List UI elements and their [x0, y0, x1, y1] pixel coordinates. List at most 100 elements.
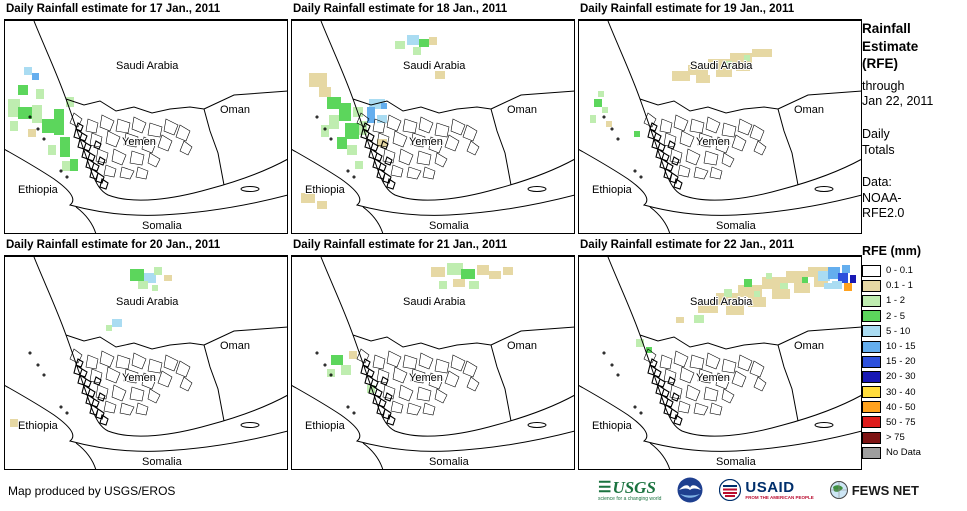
rain-patch — [694, 314, 704, 323]
label-yemen: Yemen — [409, 372, 443, 384]
label-yemen: Yemen — [696, 136, 730, 148]
legend-label: No Data — [886, 447, 921, 459]
rain-patch — [828, 266, 840, 279]
label-somalia: Somalia — [142, 220, 183, 232]
map-panels-grid: Daily Rainfall estimate for 17 Jan., 201… — [4, 2, 862, 470]
country-labels: Saudi Arabia Oman Yemen Ethiopia Somalia — [304, 295, 538, 469]
rainfall-map: Saudi Arabia Oman Yemen Ethiopia Somalia — [4, 256, 288, 470]
panel-title: Daily Rainfall estimate for 19 Jan., 201… — [578, 2, 862, 21]
rainfall-map: Saudi Arabia Oman Yemen Ethiopia Somalia — [578, 20, 862, 234]
rainfall-map: Saudi Arabia Oman Yemen Ethiopia Somalia — [4, 20, 288, 234]
legend-label: 50 - 75 — [886, 416, 916, 428]
label-ethiopia: Ethiopia — [18, 184, 59, 196]
rain-patch — [824, 282, 832, 289]
rain-patch — [419, 38, 429, 47]
rain-patch — [453, 278, 465, 287]
rain-patch — [503, 266, 513, 275]
rain-patch — [18, 106, 32, 119]
rain-patch — [54, 108, 64, 135]
panel-title: Daily Rainfall estimate for 22 Jan., 201… — [578, 238, 862, 257]
rain-patch — [106, 324, 112, 331]
label-ethiopia: Ethiopia — [305, 184, 346, 196]
rain-patch — [407, 34, 419, 45]
rain-patch — [337, 136, 347, 149]
rain-patch — [18, 84, 28, 95]
label-oman: Oman — [507, 104, 537, 116]
legend-label: 15 - 20 — [886, 356, 916, 368]
map-panel: Daily Rainfall estimate for 19 Jan., 201… — [578, 2, 862, 234]
label-ethiopia: Ethiopia — [18, 420, 59, 432]
rain-patches — [8, 66, 78, 171]
rain-patch — [32, 72, 39, 80]
label-saudi-arabia: Saudi Arabia — [116, 296, 179, 308]
rain-patch — [814, 276, 828, 287]
country-labels: Saudi Arabia Oman Yemen Ethiopia Somalia — [591, 59, 825, 233]
rain-patch — [381, 102, 387, 109]
rain-patch — [70, 158, 78, 171]
sidebar-title: Rainfall Estimate (RFE) — [862, 21, 919, 72]
rain-patch — [716, 292, 738, 305]
legend-label: 20 - 30 — [886, 371, 916, 383]
legend-item: 0.1 - 1 — [862, 278, 964, 293]
legend-item: 30 - 40 — [862, 385, 964, 400]
label-saudi-arabia: Saudi Arabia — [690, 60, 753, 72]
label-yemen: Yemen — [409, 136, 443, 148]
rain-patch — [489, 270, 501, 279]
rain-patch — [676, 316, 684, 323]
rain-patch — [844, 282, 852, 291]
rain-patches — [10, 266, 172, 427]
usaid-emblem-icon — [719, 479, 742, 501]
label-yemen: Yemen — [696, 372, 730, 384]
legend-swatch — [862, 431, 881, 444]
map-panel: Daily Rainfall estimate for 20 Jan., 201… — [4, 238, 288, 470]
rain-patch — [435, 70, 445, 79]
usaid-logo: USAID FROM THE AMERICAN PEOPLE — [719, 479, 814, 501]
legend-item: No Data — [862, 445, 964, 460]
sidebar-data-source: Data: NOAA- RFE2.0 — [862, 175, 905, 221]
legend-item: 15 - 20 — [862, 354, 964, 369]
sidebar: Rainfall Estimate (RFE) through Jan 22, … — [862, 20, 964, 460]
legend-item: 5 - 10 — [862, 324, 964, 339]
footer-logos: ☰ USGS science for a changing world USAI… — [598, 477, 919, 503]
rainfall-map: Saudi Arabia Oman Yemen Ethiopia Somalia — [291, 256, 575, 470]
legend-swatch — [862, 279, 881, 292]
rain-patch — [28, 128, 36, 137]
rain-patch — [62, 160, 70, 171]
legend-swatch — [862, 310, 881, 323]
rain-patch — [780, 282, 788, 289]
rain-patch — [152, 284, 158, 291]
label-oman: Oman — [794, 104, 824, 116]
map-boundaries — [291, 20, 575, 234]
legend-label: 5 - 10 — [886, 325, 911, 337]
rain-patch — [598, 90, 604, 97]
rain-patch — [42, 118, 54, 133]
legend-label: 2 - 5 — [886, 310, 906, 322]
legend-swatch — [862, 401, 881, 414]
rain-patch — [736, 62, 750, 71]
label-saudi-arabia: Saudi Arabia — [403, 296, 466, 308]
rain-patch — [319, 86, 331, 97]
rain-patch — [794, 282, 810, 293]
rain-patch — [461, 268, 475, 279]
rain-patch — [144, 272, 156, 283]
panel-title: Daily Rainfall estimate for 21 Jan., 201… — [291, 238, 575, 257]
rain-patch — [842, 264, 850, 273]
rain-patch — [367, 106, 375, 123]
rain-patch — [744, 278, 752, 287]
label-somalia: Somalia — [716, 456, 757, 468]
label-yemen: Yemen — [122, 136, 156, 148]
map-credit: Map produced by USGS/EROS — [8, 484, 176, 498]
label-oman: Oman — [507, 340, 537, 352]
panel-title: Daily Rainfall estimate for 20 Jan., 201… — [4, 238, 288, 257]
rain-patch — [447, 262, 463, 275]
country-labels: Saudi Arabia Oman Yemen Ethiopia Somalia — [17, 59, 251, 233]
rain-patch — [672, 70, 690, 81]
rain-patch — [112, 318, 122, 327]
legend-item: 40 - 50 — [862, 400, 964, 415]
rain-patch — [696, 74, 710, 83]
rain-patch — [24, 66, 32, 75]
label-somalia: Somalia — [716, 220, 757, 232]
rain-patch — [395, 40, 405, 49]
rain-patch — [349, 350, 357, 359]
